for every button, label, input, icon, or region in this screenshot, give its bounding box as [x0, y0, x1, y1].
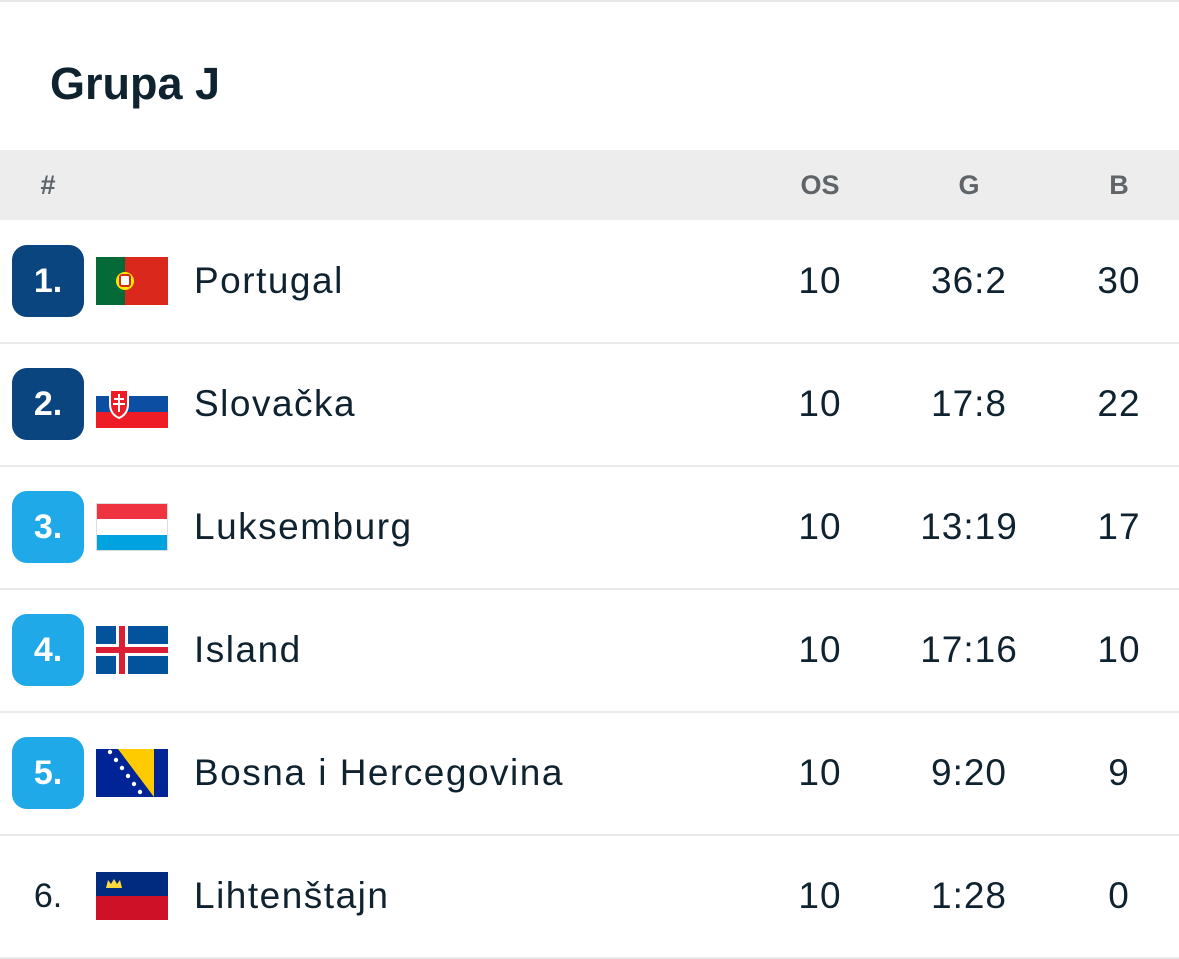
- points: 17: [1097, 506, 1141, 547]
- header-cell[interactable]: OS: [800, 170, 840, 200]
- played: 10: [798, 752, 842, 793]
- points: 0: [1108, 875, 1130, 916]
- goals: 1:28: [930, 875, 1008, 916]
- table-row[interactable]: 3. Luksemburg 10 13:19 17: [0, 467, 1179, 590]
- team-name[interactable]: Portugal: [194, 260, 344, 301]
- team-name[interactable]: Bosna i Hercegovina: [194, 752, 564, 793]
- rank-badge: 4.: [12, 614, 84, 686]
- played: 10: [798, 506, 842, 547]
- header-cell: #: [40, 170, 56, 200]
- team-name[interactable]: Slovačka: [194, 383, 357, 424]
- goals: 36:2: [930, 260, 1008, 301]
- flag: [96, 503, 168, 551]
- header-cell[interactable]: G: [958, 170, 980, 200]
- points: 30: [1097, 260, 1141, 301]
- rank-badge: 2.: [12, 368, 84, 440]
- table-row[interactable]: 2. Slovačka 10 17:8 22: [0, 344, 1179, 467]
- goals: 13:19: [920, 506, 1018, 547]
- played: 10: [798, 875, 842, 916]
- team-name[interactable]: Island: [194, 629, 302, 670]
- rank-label: 6.: [33, 877, 63, 915]
- flag: [96, 380, 168, 428]
- points: 10: [1097, 629, 1141, 670]
- flag: [96, 626, 168, 674]
- rank-badge: 5.: [12, 737, 84, 809]
- divider: [0, 0, 1179, 2]
- rank-badge: 3.: [12, 491, 84, 563]
- played: 10: [798, 383, 842, 424]
- group-title: Grupa J: [50, 58, 221, 109]
- flag: [96, 749, 168, 797]
- goals: 9:20: [930, 752, 1008, 793]
- header-cell[interactable]: B: [1109, 170, 1129, 200]
- points: 22: [1097, 383, 1141, 424]
- points: 9: [1108, 752, 1130, 793]
- table-row[interactable]: 4. Island 10 17:16 10: [0, 590, 1179, 713]
- team-name[interactable]: Lihtenštajn: [194, 875, 390, 916]
- table-row[interactable]: 6. Lihtenštajn 10 1:28 0: [0, 836, 1179, 959]
- flag: [96, 257, 168, 305]
- played: 10: [798, 260, 842, 301]
- table-row[interactable]: 5. Bosna i Hercegovina 10 9:20 9: [0, 713, 1179, 836]
- goals: 17:8: [930, 383, 1008, 424]
- team-name[interactable]: Luksemburg: [194, 506, 413, 547]
- flag: [96, 872, 168, 920]
- goals: 17:16: [920, 629, 1018, 670]
- table-row[interactable]: 1. Portugal 10 36:2 30: [0, 221, 1179, 344]
- table-header: # OS G B: [0, 150, 1179, 220]
- played: 10: [798, 629, 842, 670]
- rank-badge: 1.: [12, 245, 84, 317]
